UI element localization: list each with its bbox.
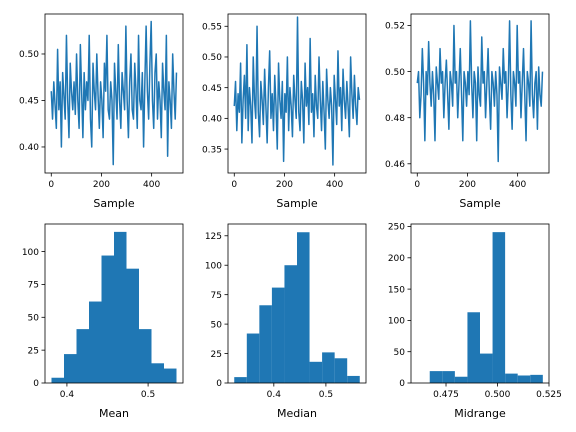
y-tick-label: 50 [28,313,40,323]
y-tick-label: 0.55 [202,22,222,32]
series-line [416,20,544,163]
y-tick-label: 0.35 [202,145,222,155]
y-tick-label: 25 [211,350,222,360]
x-tick-label: 0 [414,180,420,190]
x-tick-label: 0 [48,180,54,190]
y-tick-label: 0.48 [385,114,405,124]
y-tick-label: 125 [205,232,222,242]
histogram-bar [480,353,493,383]
histogram-bar [309,361,323,383]
x-axis-label: Sample [93,197,134,210]
histogram-bar [347,375,360,383]
y-tick-label: 250 [388,223,405,233]
y-tick-label: 0 [216,379,222,389]
histogram-bar [139,329,152,383]
histogram-bar [164,368,177,383]
y-tick-label: 0.46 [385,160,405,170]
histogram-bar [454,376,468,383]
x-tick-label: 200 [93,180,110,190]
histogram-bar [234,377,247,383]
y-tick-label: 0.50 [202,53,222,63]
histogram-bar [517,375,531,383]
y-tick-label: 150 [388,285,405,295]
y-tick-label: 0 [399,379,405,389]
y-tick-label: 100 [388,317,405,327]
y-tick-label: 0.40 [19,143,39,153]
y-tick-label: 100 [205,261,222,271]
histogram-bar [51,377,64,383]
x-axis-label: Sample [459,197,500,210]
x-tick-label: 0.5 [319,390,333,400]
histogram-bar [492,232,506,383]
x-tick-label: 400 [509,180,526,190]
x-tick-label: 0.525 [536,390,562,400]
y-tick-label: 50 [211,320,223,330]
y-tick-label: 100 [22,248,39,258]
axes-frame [227,13,367,174]
x-tick-label: 0.5 [141,390,155,400]
x-tick-label: 0.4 [60,390,75,400]
histogram-bar [530,374,543,383]
subplot-1: 0 200 400 0.40 0.45 0.50 Sample [19,13,184,210]
histogram-bar [246,333,260,383]
x-tick-label: 200 [459,180,476,190]
histogram-bar [151,363,164,383]
x-axis-label: Sample [276,197,317,210]
histogram-bar [101,255,114,383]
x-tick-label: 0.500 [485,390,511,400]
x-tick-label: 400 [143,180,160,190]
axes-frame [44,13,184,174]
x-tick-label: 0 [231,180,237,190]
subplot-3: 0 200 400 0.46 0.48 0.50 0.52 Sample [385,13,550,210]
histogram-bar [259,305,272,383]
histogram-bar [89,301,102,383]
histogram-bar [334,358,348,383]
histogram-bar [322,352,335,383]
histogram-bar [284,265,297,383]
histogram-bar [467,312,480,383]
y-tick-label: 0.52 [385,22,405,32]
histogram-bar [76,329,89,383]
subplot-5: 0.4 0.5 0 25 50 75 100 125 Median [205,223,367,420]
y-tick-label: 0.50 [385,68,405,78]
x-axis-label: Mean [99,407,129,420]
series-line [233,16,361,166]
subplot-4: 0.4 0.5 0 25 50 75 100 Mean [22,223,184,420]
histogram-bar [505,373,518,383]
histogram-bar [126,268,139,383]
y-tick-label: 0.45 [19,97,39,107]
axes-frame [227,223,367,384]
y-tick-label: 25 [28,346,39,356]
y-tick-label: 75 [211,291,222,301]
y-tick-label: 75 [28,281,39,291]
y-tick-label: 0.50 [19,50,39,60]
y-tick-label: 0.40 [202,115,222,125]
y-tick-label: 0.45 [202,84,222,94]
y-tick-label: 200 [388,254,405,264]
x-tick-label: 400 [326,180,343,190]
y-tick-label: 0 [33,379,39,389]
histogram-bar [442,371,455,383]
histogram-bar [114,231,127,383]
y-tick-label: 50 [394,348,406,358]
axes-frame [410,13,550,174]
x-tick-label: 0.4 [267,390,282,400]
x-tick-label: 200 [276,180,293,190]
histogram-bar [271,287,285,383]
series-line [50,20,178,166]
histogram-bar [297,232,310,383]
histogram-bar [429,371,443,383]
x-axis-label: Median [277,407,317,420]
x-axis-label: Midrange [454,407,506,420]
axes-frame [410,223,550,384]
subplot-2: 0 200 400 0.35 0.40 0.45 0.50 0.55 Sample [202,13,367,210]
histogram-bar [64,354,77,383]
subplot-6: 0.475 0.500 0.525 0 50 100 150 200 250 Midrange [388,223,562,420]
axes-frame [44,223,184,384]
x-tick-label: 0.475 [433,390,459,400]
